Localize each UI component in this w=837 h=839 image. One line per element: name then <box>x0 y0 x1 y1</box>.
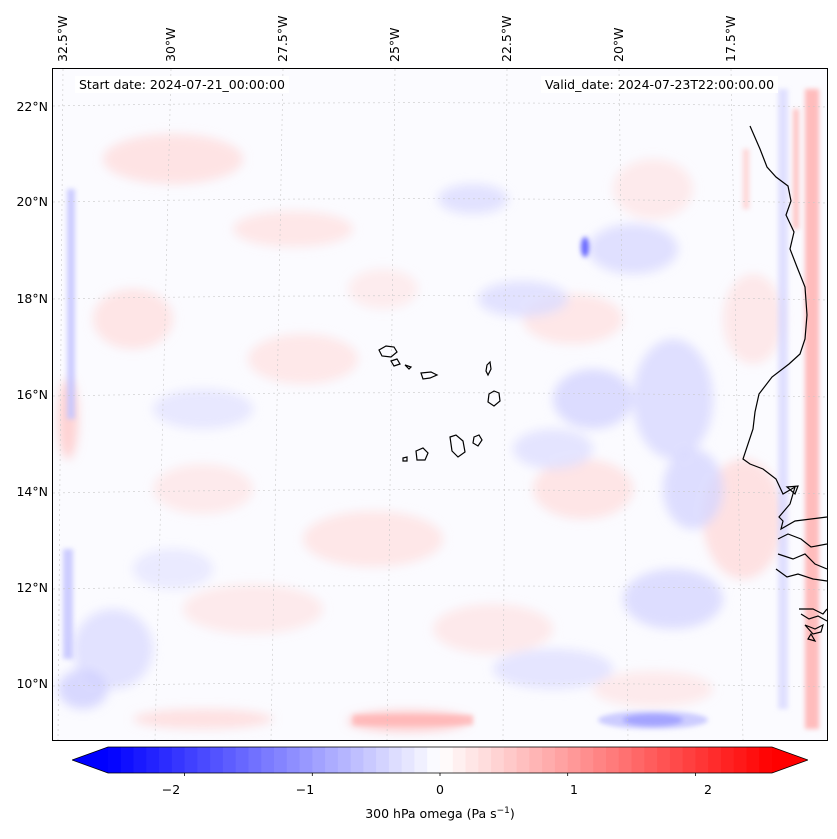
colorbar-bin <box>465 747 479 773</box>
colorbar-tick-minus2: −2 <box>161 782 181 797</box>
lon-label-27-5w: 27.5°W <box>275 15 290 62</box>
colorbar-bin <box>248 747 262 773</box>
colorbar-bin <box>720 747 735 773</box>
colorbar-label-text: 300 hPa omega (Pa s <box>365 806 497 822</box>
lat-label-18n: 18°N <box>16 291 48 306</box>
colorbar-bin <box>567 747 581 773</box>
colorbar-bin <box>606 747 620 773</box>
colorbar-bin <box>171 747 186 773</box>
omega-field-map <box>53 69 827 740</box>
colorbar-bin <box>452 747 467 773</box>
omega-field-shading <box>58 134 783 731</box>
cape-verde-islands <box>378 345 501 462</box>
start-date-label: Start date: 2024-07-21_00:00:00 <box>75 76 289 93</box>
colorbar-bin <box>695 747 709 773</box>
colorbar-bin <box>478 747 492 773</box>
colorbar-bin <box>401 747 415 773</box>
lat-label-14n: 14°N <box>16 484 48 499</box>
colorbar-bin <box>542 747 556 773</box>
colorbar-bin <box>388 747 403 773</box>
lat-label-12n: 12°N <box>16 580 48 595</box>
colorbar-bin <box>440 747 454 773</box>
colorbar-tick-1: 1 <box>570 782 578 797</box>
colorbar-outline <box>72 746 808 774</box>
colorbar-label-exponent: −1 <box>496 806 510 816</box>
lon-label-22-5w: 22.5°W <box>499 15 514 62</box>
colorbar-bin <box>222 747 237 773</box>
colorbar-bin <box>108 747 122 773</box>
colorbar-bin <box>159 747 173 773</box>
colorbar-bin <box>644 747 658 773</box>
colorbar-bin <box>286 747 301 773</box>
lat-label-22n: 22°N <box>16 99 48 114</box>
lat-label-20n: 20°N <box>16 194 48 209</box>
lon-label-30w: 30°W <box>163 27 178 62</box>
colorbar-bin <box>529 747 543 773</box>
valid-date-label: Valid_date: 2024-07-23T22:00:00.00 <box>541 76 779 93</box>
colorbar-extend-min <box>72 747 108 773</box>
colorbar-label: 300 hPa omega (Pa s−1) <box>0 806 837 821</box>
colorbar-bin <box>427 747 441 773</box>
colorbar-bin <box>299 747 313 773</box>
colorbar-extend-max <box>772 747 808 773</box>
colorbar-bin <box>376 747 390 773</box>
colorbar-bin <box>682 747 696 773</box>
colorbar-bin <box>197 747 211 773</box>
colorbar-bin <box>120 747 135 773</box>
colorbar-bin <box>337 747 352 773</box>
colorbar-bin <box>733 747 747 773</box>
colorbar-bin <box>516 747 530 773</box>
colorbar-bin <box>708 747 722 773</box>
lat-label-10n: 10°N <box>16 676 48 691</box>
colorbar-bin <box>759 747 773 773</box>
colorbar-bin <box>657 747 671 773</box>
map-panel <box>52 68 828 741</box>
colorbar-tick-2: 2 <box>704 782 712 797</box>
colorbar-bin <box>669 747 684 773</box>
colorbar-bin <box>593 747 607 773</box>
map-gridlines <box>53 69 827 740</box>
colorbar-bin <box>274 747 288 773</box>
lon-label-20w: 20°W <box>611 27 626 62</box>
africa-coastline <box>742 125 827 642</box>
colorbar-bin <box>554 747 569 773</box>
colorbar-bin <box>261 747 275 773</box>
colorbar-label-close: ) <box>509 806 515 822</box>
colorbar-bin <box>350 747 364 773</box>
colorbar-bin <box>235 747 249 773</box>
lon-label-25w: 25°W <box>387 27 402 62</box>
colorbar-bin <box>312 747 326 773</box>
colorbar-bin <box>146 747 160 773</box>
colorbar-bin <box>184 747 198 773</box>
colorbar-bin <box>491 747 505 773</box>
colorbar-bin <box>325 747 339 773</box>
lon-label-17-5w: 17.5°W <box>723 15 738 62</box>
lat-label-16n: 16°N <box>16 387 48 402</box>
colorbar-bin <box>210 747 224 773</box>
colorbar-bin <box>618 747 633 773</box>
colorbar-bin <box>133 747 147 773</box>
colorbar-bin <box>363 747 377 773</box>
colorbar-bin <box>503 747 518 773</box>
colorbar <box>72 746 808 776</box>
colorbar-tick-minus1: −1 <box>295 782 315 797</box>
colorbar-bin <box>580 747 594 773</box>
colorbar-bin <box>746 747 760 773</box>
lon-label-32-5w: 32.5°W <box>55 15 70 62</box>
colorbar-bin <box>631 747 645 773</box>
omega-field-strong-features <box>63 89 819 729</box>
colorbar-bin <box>414 747 428 773</box>
colorbar-tick-0: 0 <box>436 782 444 797</box>
